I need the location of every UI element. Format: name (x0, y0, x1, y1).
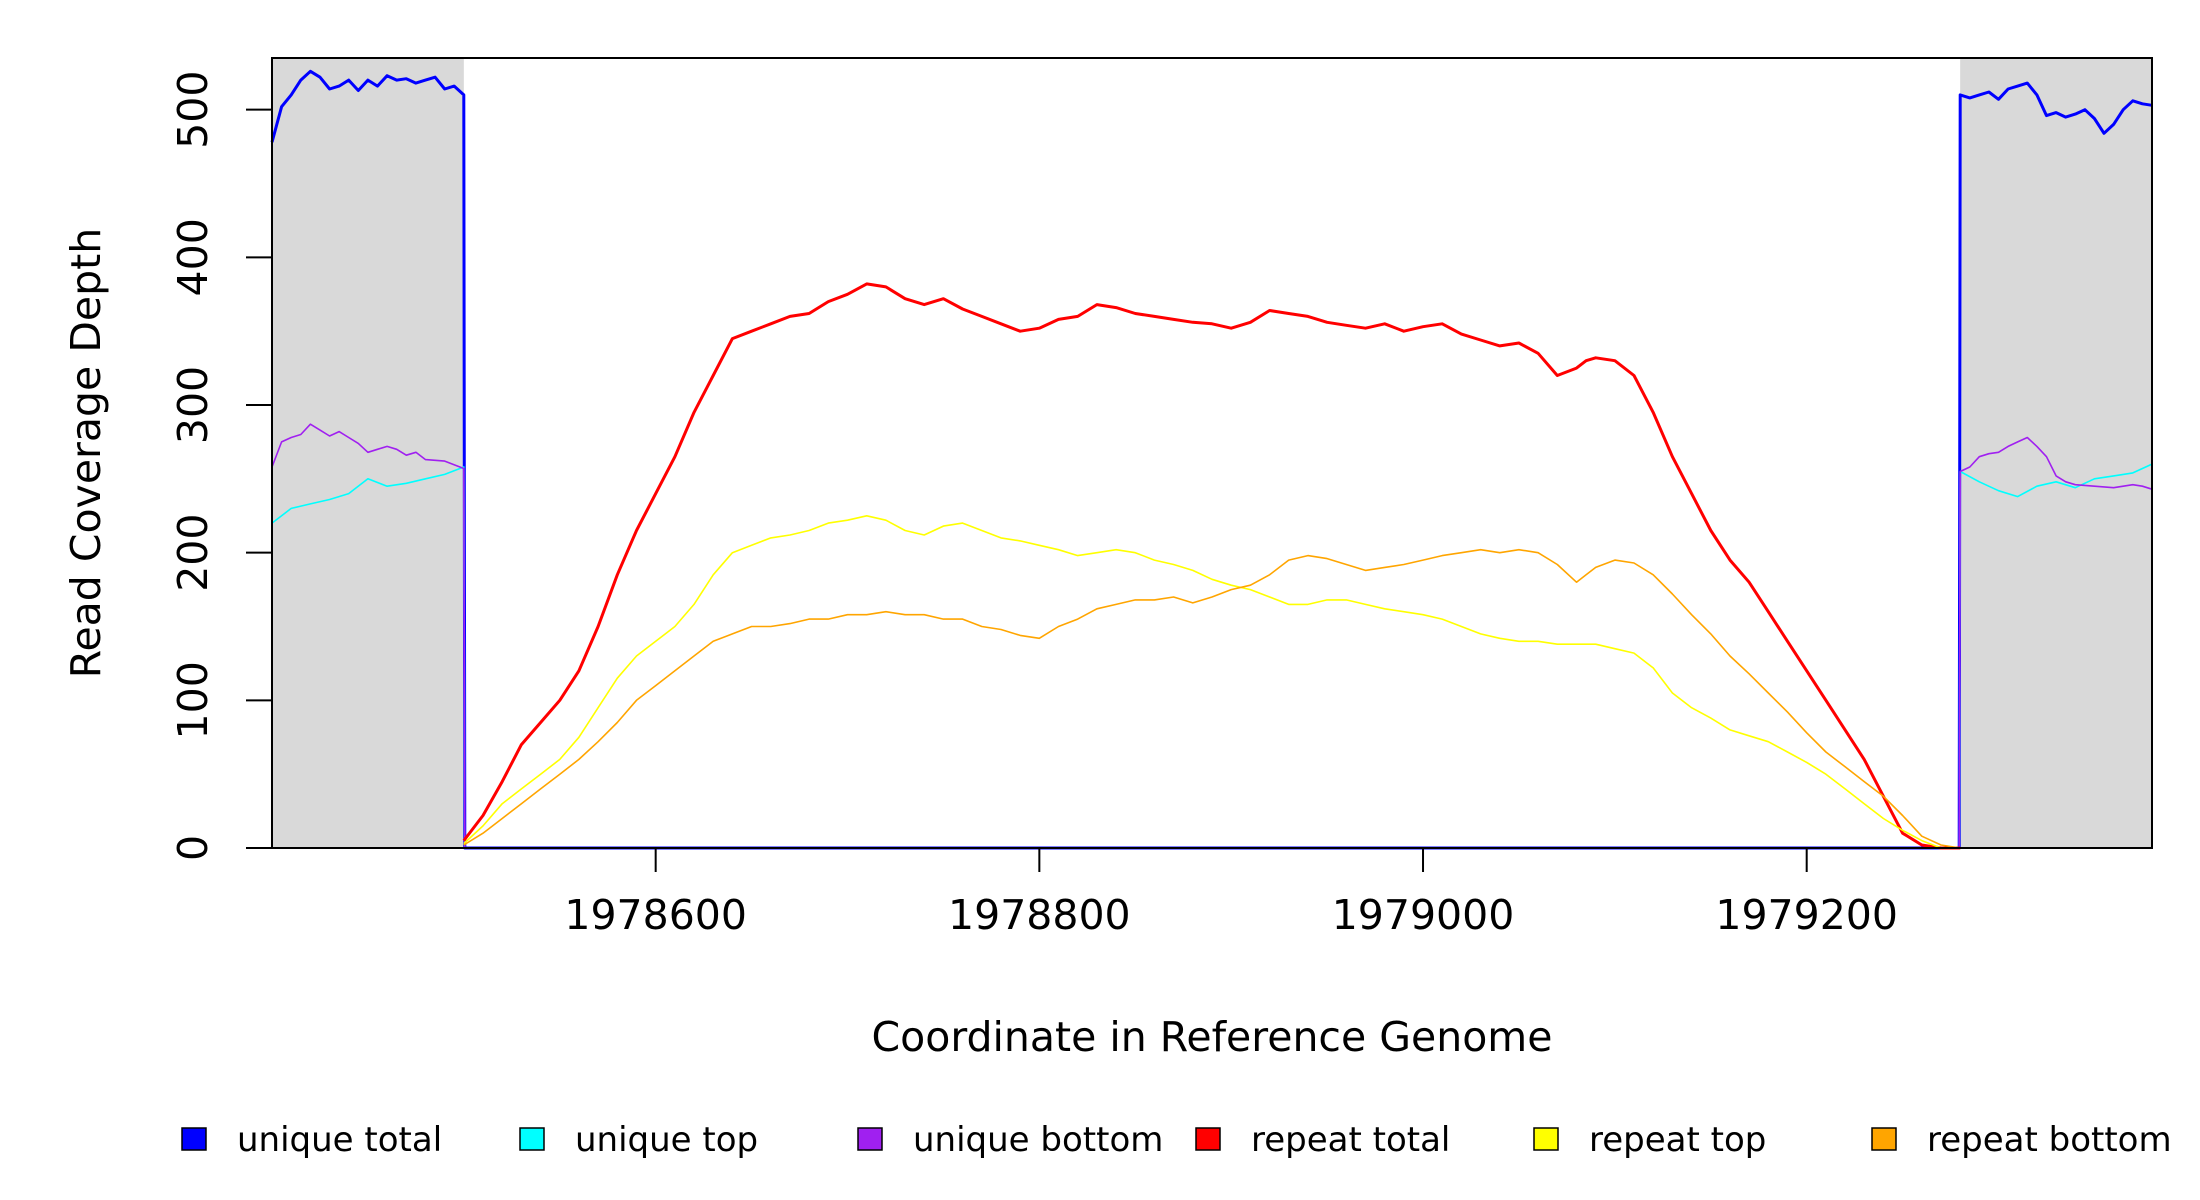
y-tick-label: 300 (169, 366, 217, 444)
series-line-unique-bottom (271, 423, 2153, 849)
y-tick-label: 100 (169, 661, 217, 739)
legend-label: unique bottom (913, 1120, 1163, 1160)
y-tick-label: 500 (169, 71, 217, 149)
legend-label: repeat top (1589, 1120, 1766, 1160)
plot-lines (270, 69, 2153, 850)
series-line-unique-total (270, 69, 2153, 850)
series-line-repeat-total (462, 282, 1961, 850)
x-tick-label: 1978600 (564, 891, 747, 939)
legend-swatch (181, 1127, 207, 1151)
y-tick-label: 200 (169, 514, 217, 592)
y-tick-label: 400 (169, 218, 217, 296)
shaded-regions (272, 58, 2152, 848)
x-axis-label: Coordinate in Reference Genome (872, 1013, 1553, 1061)
x-tick-label: 1979200 (1715, 891, 1898, 939)
y-tick-label: 0 (169, 835, 217, 861)
legend-label: repeat bottom (1927, 1120, 2172, 1160)
legend-label: unique total (237, 1120, 442, 1160)
y-axis: 0 100 200 300 400 500 (169, 71, 272, 861)
legend: unique total unique top unique bottom repea… (181, 1120, 2172, 1160)
legend-swatch (1533, 1127, 1559, 1151)
series-line-repeat-top (463, 514, 1961, 849)
legend-swatch (519, 1127, 545, 1151)
legend-swatch (1195, 1127, 1221, 1151)
x-axis: 1978600 1978800 1979000 1979200 (564, 848, 1898, 939)
series-line-repeat-bottom (463, 548, 1961, 849)
legend-label: repeat total (1251, 1120, 1450, 1160)
x-tick-label: 1979000 (1332, 891, 1515, 939)
legend-label: unique top (575, 1120, 758, 1160)
legend-swatch (857, 1127, 883, 1151)
plot-frame (271, 57, 2153, 849)
legend-swatch (1871, 1127, 1897, 1151)
x-tick-label: 1978800 (948, 891, 1131, 939)
y-axis-label: Read Coverage Depth (62, 228, 110, 678)
series-line-unique-top (271, 463, 2153, 849)
